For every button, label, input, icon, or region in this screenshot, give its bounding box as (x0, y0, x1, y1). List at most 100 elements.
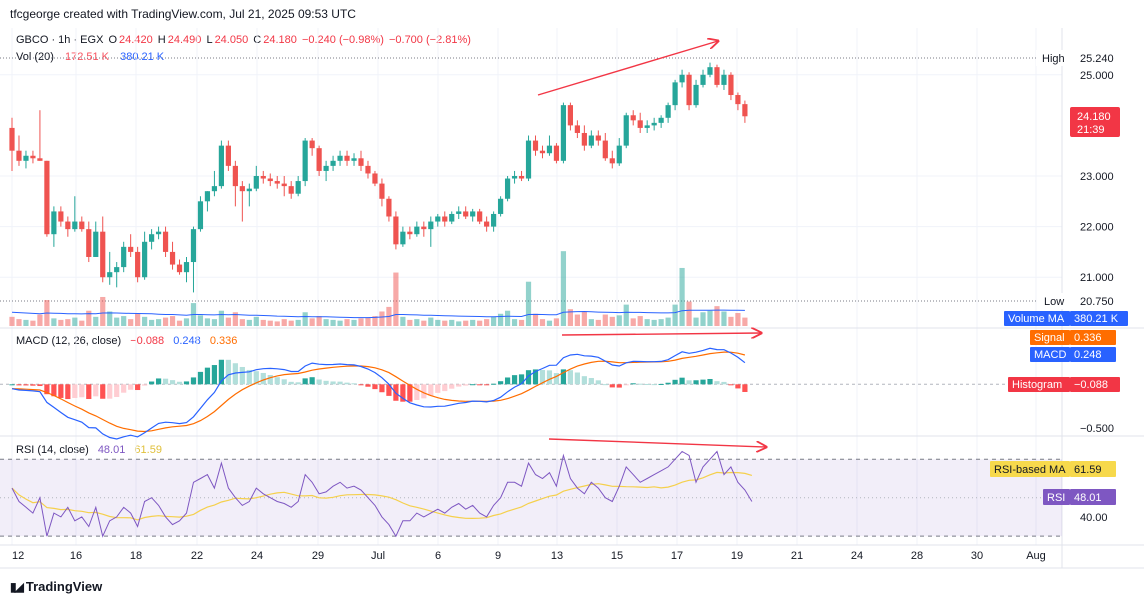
candle-body (477, 211, 483, 222)
time-tick-label: Aug (1026, 550, 1046, 562)
candle-body (344, 155, 350, 161)
histogram-bar (539, 370, 546, 385)
volume-bar (449, 319, 455, 326)
candle-body (225, 145, 231, 166)
price-legend: GBCO · 1h · EGX O 24.420 H 24.490 L 24.050 … (16, 34, 473, 46)
histogram-bar (93, 384, 99, 397)
macd-legend-hist: −0.088 (130, 335, 165, 347)
rsi-band (0, 458, 1062, 537)
candle-body (9, 127, 15, 151)
histogram-bar (183, 381, 190, 385)
histogram-bar (658, 383, 664, 385)
volume-bar (623, 304, 629, 326)
candle-body (700, 74, 706, 85)
candle-body (567, 105, 573, 126)
axes: 21.000 22.000 23.000 25.000 −0.500 0.000 40.00… (12, 70, 1114, 562)
histogram-bar (588, 378, 594, 385)
volume-bar (372, 316, 378, 326)
histogram-bar (288, 381, 294, 385)
time-tick-label: 24 (851, 550, 863, 562)
histogram-label-bg (1008, 377, 1070, 392)
candle-body (169, 251, 176, 265)
candle-body (595, 135, 601, 141)
volume-bar (616, 315, 622, 326)
symbol-label[interactable]: GBCO · 1h · EGX (16, 34, 104, 46)
candle-body (246, 188, 252, 192)
open-value: 24.420 (119, 34, 153, 46)
candle-body (93, 231, 99, 257)
signal-value-bg (1070, 330, 1116, 345)
candle-body (435, 216, 441, 222)
volume-bar (644, 319, 650, 326)
volume-bar (162, 317, 169, 326)
candle-body (574, 125, 580, 133)
candle-body (456, 211, 462, 214)
candle-body (400, 231, 406, 245)
candle-body (267, 178, 273, 182)
rsi-legend-title[interactable]: RSI (14, close) (16, 444, 89, 456)
rsi-value: 48.01 (1074, 492, 1102, 504)
volume-legend-value: 172.51 K (64, 51, 110, 63)
volume-bar (651, 319, 657, 326)
histogram-bar (379, 384, 385, 393)
macd-legend-title[interactable]: MACD (12, 26, close) (16, 335, 122, 347)
candle-body (72, 221, 78, 230)
candle-body (714, 67, 720, 85)
histogram-bar (651, 384, 657, 386)
volume-bar (393, 272, 399, 326)
histogram-bar (435, 384, 441, 393)
candle-body (414, 226, 420, 235)
volume-bar (560, 251, 567, 326)
volume-legend-title[interactable]: Vol (20) (16, 51, 54, 63)
histogram-bar (295, 382, 301, 385)
volume-bar (630, 318, 636, 326)
candle-body (442, 216, 448, 222)
price-trend-arrow (537, 41, 718, 96)
histogram-bar (44, 384, 50, 395)
histogram-bar (470, 384, 476, 386)
histogram-bar (693, 380, 699, 385)
volume-bar (658, 319, 664, 326)
volume-bar (484, 319, 490, 326)
histogram-bar (735, 384, 741, 389)
histogram-bar (365, 384, 371, 387)
histogram-bar (260, 372, 266, 385)
volume-bar (337, 320, 343, 326)
histogram-bar (449, 384, 455, 389)
candle-body (239, 186, 245, 192)
volume-bar (37, 314, 43, 326)
candle-body (260, 176, 266, 179)
candle-body (79, 221, 85, 230)
histogram-bar (107, 384, 113, 399)
time-tick-label: 28 (911, 550, 923, 562)
candle-body (679, 74, 685, 83)
volume-bar (330, 319, 336, 326)
candle-body (190, 229, 197, 263)
candle-body (155, 231, 162, 235)
signal-line (11, 351, 746, 433)
volume-bar (44, 300, 50, 326)
volume-bar (525, 281, 532, 326)
volume-bar (155, 319, 162, 326)
candle-body (686, 74, 692, 106)
histogram-bar (407, 384, 413, 402)
histogram-bar (72, 384, 78, 398)
rsi-legend: RSI (14, close) 48.01 61.59 (16, 444, 164, 456)
volume-bar (204, 318, 211, 326)
volume-bar (16, 319, 22, 326)
rsi-legend-ma: 61.59 (134, 444, 162, 456)
histogram-bar (267, 375, 273, 385)
candle-body (135, 251, 141, 278)
candle-body (37, 158, 43, 161)
histogram-bar (491, 383, 497, 385)
low-label: L (206, 34, 213, 46)
volume-bar (79, 320, 85, 326)
histogram-bar (518, 374, 525, 385)
histogram-bar (225, 359, 231, 385)
histogram-bar (498, 381, 504, 385)
volume-bar (400, 316, 406, 326)
volume-bar (539, 319, 546, 326)
histogram-bar (37, 384, 43, 387)
candle-body (330, 160, 336, 166)
volume-bar (295, 319, 301, 326)
